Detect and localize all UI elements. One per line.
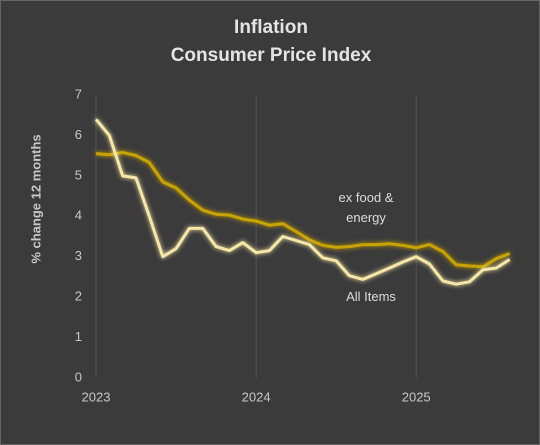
- series-label: ex food & energy: [338, 190, 394, 225]
- y-tick-label: 2: [75, 289, 82, 304]
- series-line: [95, 150, 511, 269]
- series-line: [94, 118, 511, 286]
- x-tick-label: 2025: [402, 389, 431, 404]
- y-axis-label: % change 12 months: [28, 134, 43, 263]
- y-tick-label: 0: [75, 369, 82, 384]
- x-tick-label: 2023: [82, 389, 111, 404]
- y-tick-label: 1: [75, 329, 82, 344]
- y-tick-label: 5: [75, 167, 82, 182]
- y-tick-label: 4: [75, 208, 82, 223]
- x-tick-label: 2024: [242, 389, 271, 404]
- y-tick-label: 6: [75, 127, 82, 142]
- series-label: All Items: [346, 289, 396, 304]
- y-tick-label: 3: [75, 248, 82, 263]
- y-tick-label: 7: [75, 86, 82, 101]
- chart-title: Inflation: [234, 17, 308, 38]
- chart-subtitle: Consumer Price Index: [171, 45, 372, 66]
